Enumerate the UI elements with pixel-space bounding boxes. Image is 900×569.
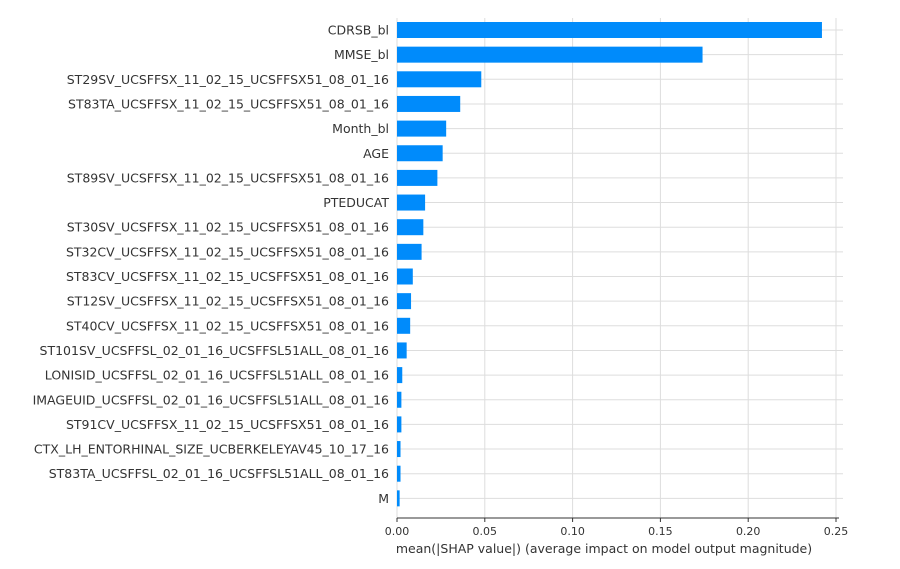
bar — [397, 441, 401, 458]
x-tick-label: 0.20 — [736, 525, 761, 538]
bar — [397, 46, 703, 63]
bar — [397, 71, 482, 88]
bar — [397, 342, 407, 359]
x-tick-label: 0.15 — [648, 525, 673, 538]
category-label: M — [378, 491, 389, 506]
bar — [397, 22, 822, 38]
category-label: LONISID_UCSFFSL_02_01_16_UCSFFSL51ALL_08… — [45, 368, 389, 383]
category-label: ST83TA_UCSFFSL_02_01_16_UCSFFSL51ALL_08_… — [49, 466, 389, 481]
x-tick-label: 0.00 — [385, 525, 410, 538]
category-label: ST40CV_UCSFFSX_11_02_15_UCSFFSX51_08_01_… — [66, 318, 389, 333]
bar — [397, 317, 411, 334]
category-label: CDRSB_bl — [328, 23, 389, 38]
category-label: IMAGEUID_UCSFFSL_02_01_16_UCSFFSL51ALL_0… — [33, 392, 389, 407]
x-tick-label: 0.05 — [473, 525, 498, 538]
category-label: ST83CV_UCSFFSX_11_02_15_UCSFFSX51_08_01_… — [66, 269, 389, 284]
category-label: ST91CV_UCSFFSX_11_02_15_UCSFFSX51_08_01_… — [66, 417, 389, 432]
bar — [397, 268, 413, 285]
category-label: MMSE_bl — [334, 47, 389, 62]
bar — [397, 465, 401, 482]
category-label: CTX_LH_ENTORHINAL_SIZE_UCBERKELEYAV45_10… — [34, 442, 389, 457]
category-label: ST32CV_UCSFFSX_11_02_15_UCSFFSX51_08_01_… — [66, 244, 389, 259]
bar — [397, 490, 400, 507]
category-label: ST29SV_UCSFFSX_11_02_15_UCSFFSX51_08_01_… — [67, 72, 389, 87]
bar — [397, 219, 424, 236]
category-label: Month_bl — [332, 121, 389, 136]
category-label: ST12SV_UCSFFSX_11_02_15_UCSFFSX51_08_01_… — [67, 294, 389, 309]
category-label: ST83TA_UCSFFSX_11_02_15_UCSFFSX51_08_01_… — [68, 96, 389, 111]
bar — [397, 391, 402, 408]
category-label: ST30SV_UCSFFSX_11_02_15_UCSFFSX51_08_01_… — [67, 220, 389, 235]
bar — [397, 293, 412, 310]
category-label: PTEDUCAT — [323, 195, 389, 210]
grid-lines — [396, 18, 843, 518]
bar — [397, 194, 426, 211]
x-tick-label: 0.25 — [824, 525, 849, 538]
bar — [397, 95, 461, 112]
bar — [397, 145, 443, 162]
category-labels: CDRSB_bl MMSE_bl ST29SV_UCSFFSX_11_02_15_U… — [33, 23, 390, 506]
x-axis: 0.00 0.05 0.10 0.15 0.20 0.25 — [385, 517, 849, 538]
bar — [397, 169, 438, 186]
bar — [397, 367, 403, 384]
x-tick-label: 0.10 — [560, 525, 585, 538]
bar — [397, 416, 402, 433]
bar — [397, 120, 447, 137]
bars — [397, 22, 822, 507]
bar — [397, 243, 422, 260]
x-axis-title: mean(|SHAP value|) (average impact on mo… — [396, 541, 812, 556]
category-label: ST89SV_UCSFFSX_11_02_15_UCSFFSX51_08_01_… — [67, 170, 389, 185]
category-label: ST101SV_UCSFFSL_02_01_16_UCSFFSL51ALL_08… — [40, 343, 390, 358]
category-label: AGE — [363, 146, 389, 161]
